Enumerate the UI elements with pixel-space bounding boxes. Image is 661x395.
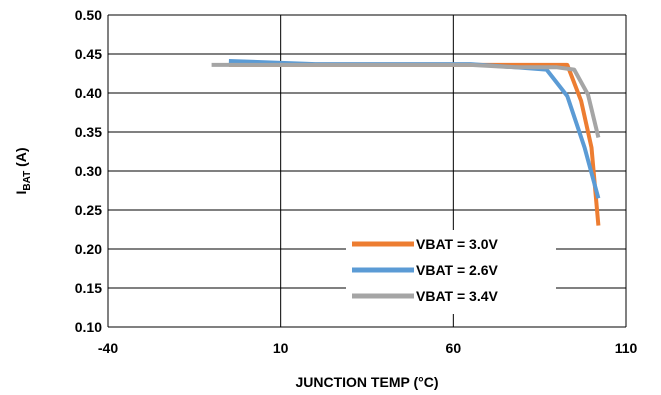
grid-layer bbox=[107, 14, 627, 328]
series-layer bbox=[211, 59, 601, 226]
legend-label-3: VBAT = 3.4V bbox=[416, 288, 498, 304]
y-tick-label: 0.35 bbox=[75, 124, 102, 140]
y-axis-title: IBAT (A) bbox=[13, 147, 33, 194]
y-tick-label: 0.50 bbox=[75, 7, 102, 23]
y-axis-title-unit: (A) bbox=[13, 147, 29, 170]
legend-label-2: VBAT = 2.6V bbox=[416, 262, 498, 278]
y-tick-label: 0.20 bbox=[75, 241, 102, 257]
y-tick-label: 0.45 bbox=[75, 46, 102, 62]
y-tick-label: 0.15 bbox=[75, 280, 102, 296]
y-tick-label: 0.10 bbox=[75, 319, 102, 335]
y-tick-label: 0.30 bbox=[75, 163, 102, 179]
y-axis-title-sub: BAT bbox=[22, 171, 33, 191]
x-tick-label: 110 bbox=[615, 340, 638, 356]
series-line-2 bbox=[228, 59, 601, 199]
x-axis-title: JUNCTION TEMP (°C) bbox=[295, 374, 438, 390]
x-tick-label: 10 bbox=[273, 340, 289, 356]
tick-layer: 0.10 0.15 0.20 0.25 0.30 0.35 0.40 0.45 0.50 -40 1… bbox=[75, 7, 638, 356]
y-tick-label: 0.40 bbox=[75, 85, 102, 101]
series-line-1 bbox=[228, 62, 601, 226]
x-tick-label: -40 bbox=[98, 340, 118, 356]
x-tick-label: 60 bbox=[446, 340, 462, 356]
series-line-3 bbox=[211, 62, 601, 138]
legend: VBAT = 3.0V VBAT = 2.6V VBAT = 3.4V bbox=[346, 230, 556, 314]
y-axis-title-main: I bbox=[13, 191, 29, 195]
y-tick-label: 0.25 bbox=[75, 202, 102, 218]
legend-label-1: VBAT = 3.0V bbox=[416, 236, 498, 252]
